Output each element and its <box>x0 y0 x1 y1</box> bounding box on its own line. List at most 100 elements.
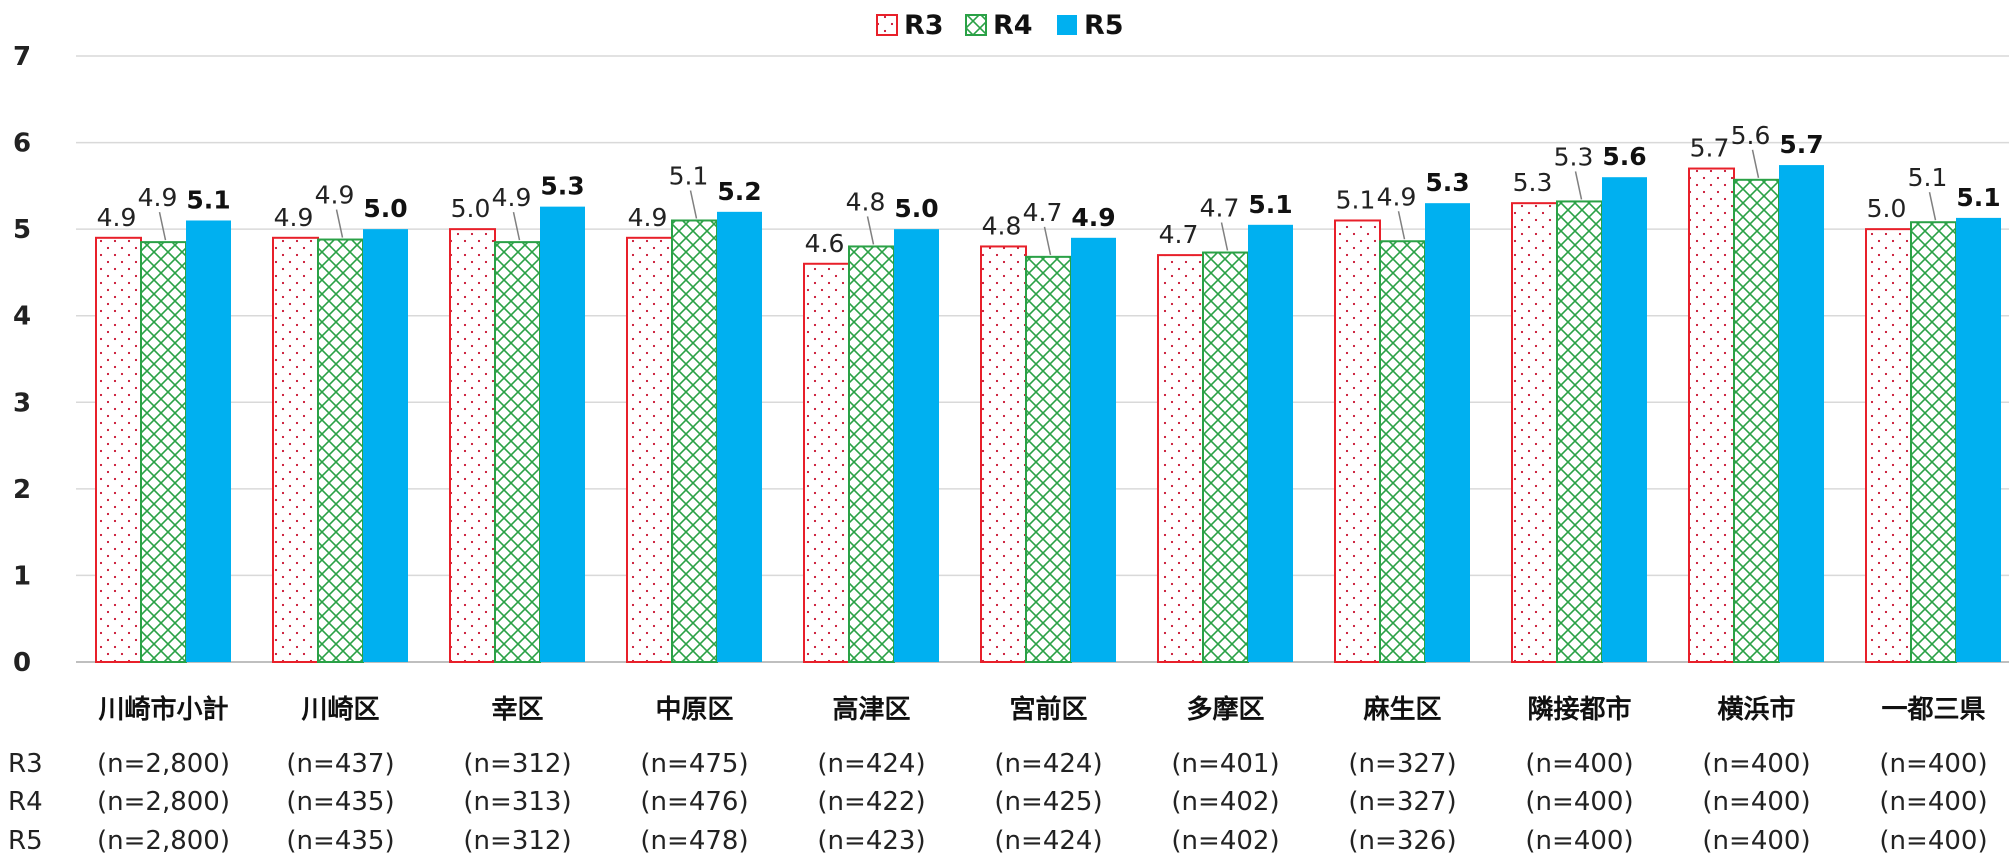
sample-size-cell: (n=435) <box>286 826 394 854</box>
y-tick-label: 2 <box>13 475 31 505</box>
sample-size-cell: (n=401) <box>1171 749 1279 779</box>
bar-r4 <box>494 241 541 663</box>
x-axis-categories: 川崎市小計 川崎区 幸区 中原区 高津区 宮前区 多摩区 麻生区 隣接都市 横浜市 一都三県 <box>98 694 1985 725</box>
leader-line <box>1043 226 1052 256</box>
data-label-r4: 5.1 <box>1908 163 1948 192</box>
category-label: 幸区 <box>491 695 543 725</box>
bar-r4 <box>1556 200 1603 663</box>
data-label-r5: 5.1 <box>1248 190 1292 219</box>
sample-size-cell: (n=435) <box>286 787 394 817</box>
bar-r5 <box>717 211 762 663</box>
data-label-r3: 4.9 <box>97 203 137 232</box>
data-label-r3: 4.6 <box>805 229 845 258</box>
data-label-r4: 4.9 <box>138 183 178 212</box>
data-label-r3: 4.9 <box>274 203 314 232</box>
data-label-r3: 4.9 <box>628 203 668 232</box>
bar-r5 <box>363 229 408 662</box>
category-label: 多摩区 <box>1186 694 1264 725</box>
bar-r5 <box>1248 224 1293 663</box>
data-label-r5: 5.0 <box>363 194 407 223</box>
leader-line <box>1751 149 1760 178</box>
bar-r4 <box>848 245 895 663</box>
y-tick-label: 1 <box>13 561 31 591</box>
data-label-r4: 5.6 <box>1731 121 1771 150</box>
bar-r5 <box>1956 217 2001 663</box>
y-axis: 0 1 2 3 4 5 6 7 <box>13 42 31 678</box>
category-label: 川崎区 <box>301 695 379 725</box>
bar-r4 <box>140 241 187 663</box>
legend-swatch-r5 <box>1057 15 1077 35</box>
bar-r5 <box>894 229 939 662</box>
bar-r5 <box>1425 203 1470 662</box>
leader-line <box>512 211 521 241</box>
data-label-r5: 5.3 <box>1425 168 1469 197</box>
sample-size-cell: (n=424) <box>994 749 1102 779</box>
data-label-r3: 5.1 <box>1336 185 1376 214</box>
bar-r4 <box>317 238 364 663</box>
bar-r3 <box>1511 202 1558 664</box>
sample-size-cell: (n=400) <box>1525 787 1633 817</box>
data-label-r5: 5.1 <box>1956 183 2000 212</box>
data-label-r5: 4.9 <box>1071 203 1115 232</box>
y-tick-label: 6 <box>13 129 31 159</box>
sample-size-cell: (n=425) <box>994 787 1102 817</box>
y-tick-label: 7 <box>13 42 31 72</box>
y-tick-label: 4 <box>13 302 31 332</box>
sample-size-cell: (n=2,800) <box>97 787 230 817</box>
data-label-r3: 4.7 <box>1159 220 1199 249</box>
bar-r4 <box>1733 178 1780 663</box>
data-label-r5: 5.0 <box>894 194 938 223</box>
bar-r5 <box>1071 237 1116 663</box>
sample-size-table: R3 (n=2,800) (n=437) (n=312) (n=475) (n=424) (… <box>8 749 1988 854</box>
sample-size-cell: (n=400) <box>1879 749 1987 779</box>
y-tick-label: 5 <box>13 215 31 245</box>
legend-swatch-r4 <box>965 14 987 36</box>
sample-size-cell: (n=313) <box>463 787 571 817</box>
data-label-r4: 4.9 <box>315 181 355 210</box>
sample-size-cell: (n=402) <box>1171 787 1279 817</box>
data-labels: 4.9 4.9 5.0 4.94.64.8 4.75.15.35.75.04.9 4.9 4… <box>97 121 2001 258</box>
bar-r3 <box>272 236 319 664</box>
data-label-r3: 5.0 <box>1867 194 1907 223</box>
data-label-r4: 4.7 <box>1023 198 1063 227</box>
leader-line <box>158 211 167 241</box>
sample-size-cell: (n=312) <box>463 826 571 854</box>
data-label-r3: 5.7 <box>1690 134 1730 163</box>
data-label-r4: 5.1 <box>669 161 709 190</box>
bar-r3 <box>95 236 142 664</box>
leader-line <box>689 190 698 219</box>
leader-line <box>866 216 875 245</box>
category-label: 川崎市小計 <box>98 694 228 725</box>
legend: R3 R4 R5 <box>876 10 1124 41</box>
sample-size-cell: (n=2,800) <box>97 826 230 854</box>
data-label-r4: 5.3 <box>1554 142 1594 171</box>
sample-size-cell: (n=478) <box>640 826 748 854</box>
sample-size-cell: (n=400) <box>1879 826 1987 854</box>
category-label: 中原区 <box>655 695 733 725</box>
bar-r3 <box>1865 228 1912 663</box>
bar-r5 <box>540 206 585 663</box>
sample-size-cell: (n=423) <box>817 826 925 854</box>
leader-line <box>1220 222 1229 251</box>
bar-r5 <box>1779 165 1824 662</box>
sample-size-cell: (n=422) <box>817 787 925 817</box>
bar-r3 <box>1157 254 1204 663</box>
sample-size-cell: (n=2,800) <box>97 749 230 779</box>
sample-size-cell: (n=327) <box>1348 749 1456 779</box>
sample-row-label: R3 <box>8 749 43 779</box>
bar-r5 <box>186 220 231 662</box>
leader-line <box>335 209 344 238</box>
data-label-r4: 4.7 <box>1200 194 1240 223</box>
y-tick-label: 0 <box>13 648 31 678</box>
data-label-r3: 5.3 <box>1513 168 1553 197</box>
legend-label-r3: R3 <box>904 10 944 41</box>
leader-line <box>1928 192 1937 221</box>
sample-size-cell: (n=424) <box>994 826 1102 854</box>
data-label-r5: 5.7 <box>1779 130 1823 159</box>
data-label-r5: 5.2 <box>717 177 761 206</box>
data-label-r4: 4.8 <box>846 187 886 216</box>
category-label: 横浜市 <box>1717 694 1795 725</box>
category-label: 隣接都市 <box>1527 694 1631 725</box>
bar-r3 <box>803 262 850 663</box>
legend-label-r4: R4 <box>993 10 1033 41</box>
